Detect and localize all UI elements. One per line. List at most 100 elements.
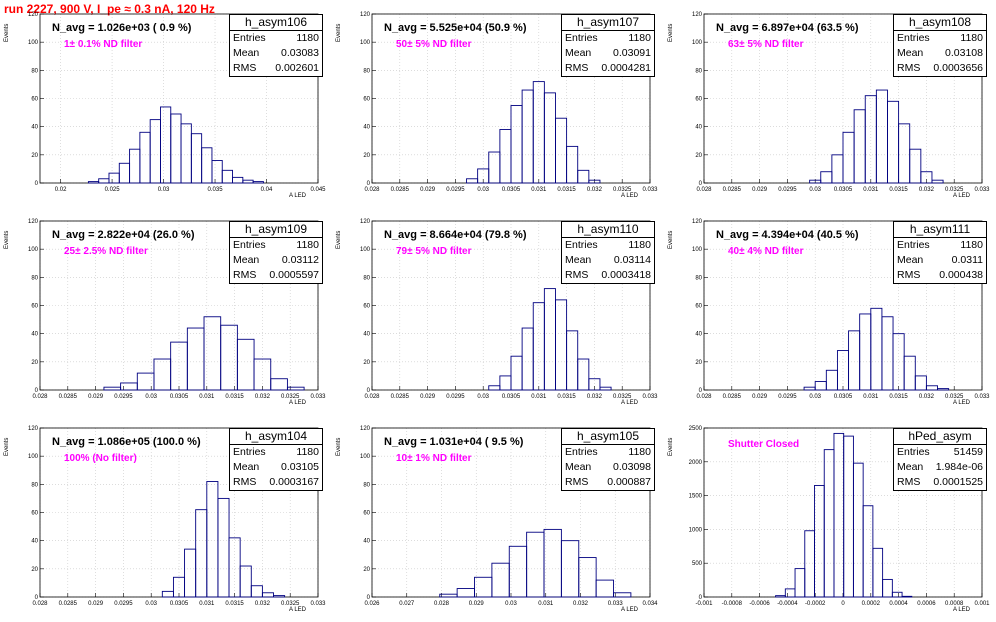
stats-label-rms: RMS bbox=[565, 269, 589, 281]
x-tick-label: 0.0295 bbox=[446, 187, 465, 193]
histogram-bar bbox=[160, 106, 172, 184]
histogram-bar bbox=[823, 449, 835, 598]
histogram-bar bbox=[532, 302, 545, 391]
y-tick-label: 20 bbox=[695, 153, 702, 159]
histogram-bar bbox=[201, 147, 213, 184]
x-axis-label: A LED bbox=[620, 193, 638, 199]
stats-row-mean: Mean 0.03112 bbox=[230, 253, 322, 268]
y-tick-label: 20 bbox=[31, 153, 38, 159]
histogram-bar bbox=[814, 381, 827, 391]
y-tick-label: 120 bbox=[28, 219, 39, 225]
x-tick-label: 0.033 bbox=[642, 187, 658, 193]
stats-label-rms: RMS bbox=[233, 476, 257, 488]
stats-label-mean: Mean bbox=[565, 461, 592, 473]
stats-row-rms: RMS 0.0005597 bbox=[230, 268, 322, 283]
y-tick-label: 40 bbox=[363, 125, 370, 131]
stats-row-entries: Entries 1180 bbox=[562, 238, 654, 253]
histogram-bar bbox=[881, 316, 894, 391]
stats-value-mean: 0.03114 bbox=[613, 254, 651, 266]
histogram-bar bbox=[820, 171, 833, 184]
histogram-bar bbox=[566, 330, 579, 391]
y-tick-label: 40 bbox=[695, 125, 702, 131]
histogram-name: h_asym110 bbox=[562, 222, 654, 238]
run-title: run 2227, 900 V, I_pe ≈ 0.3 nA, 120 Hz bbox=[4, 2, 215, 16]
stats-label-mean: Mean bbox=[233, 254, 260, 266]
n-avg-label: N_avg = 6.897e+04 (63.5 %) bbox=[716, 22, 859, 34]
y-tick-label: 60 bbox=[31, 97, 38, 103]
x-tick-label: 0.0325 bbox=[945, 187, 964, 193]
stats-row-mean: Mean 0.03091 bbox=[562, 46, 654, 61]
y-tick-label: 40 bbox=[363, 539, 370, 545]
stats-value-rms: 0.0004281 bbox=[601, 62, 651, 74]
y-tick-label: 0 bbox=[367, 388, 371, 394]
y-tick-label: 60 bbox=[363, 304, 370, 310]
x-tick-label: 0.027 bbox=[399, 601, 415, 607]
x-tick-label: 0.02 bbox=[55, 187, 67, 193]
stats-row-entries: Entries 1180 bbox=[230, 445, 322, 460]
histogram-bar bbox=[925, 385, 938, 391]
x-axis-label: A LED bbox=[620, 607, 638, 613]
x-tick-label: 0.028 bbox=[696, 187, 712, 193]
y-tick-label: 20 bbox=[31, 567, 38, 573]
x-axis-label: A LED bbox=[288, 607, 306, 613]
n-avg-label: N_avg = 4.394e+04 (40.5 %) bbox=[716, 229, 859, 241]
stats-label-entries: Entries bbox=[565, 446, 598, 458]
stats-label-mean: Mean bbox=[897, 254, 924, 266]
x-tick-label: 0.0295 bbox=[446, 394, 465, 400]
x-tick-label: 0.029 bbox=[420, 394, 436, 400]
histogram-bar bbox=[521, 89, 534, 184]
histogram-bar bbox=[499, 375, 512, 391]
histogram-bar bbox=[599, 386, 612, 391]
stats-label-mean: Mean bbox=[565, 254, 592, 266]
stats-box: h_asym105 Entries 1180 Mean 0.03098 RMS 0.0008… bbox=[561, 428, 655, 491]
x-tick-label: 0.029 bbox=[420, 187, 436, 193]
histogram-bar bbox=[232, 176, 244, 184]
histogram-bar bbox=[825, 369, 838, 391]
x-tick-label: 0.033 bbox=[642, 394, 658, 400]
y-tick-label: 120 bbox=[692, 12, 703, 18]
x-tick-label: -0.0006 bbox=[749, 601, 770, 607]
stats-row-entries: Entries 1180 bbox=[562, 31, 654, 46]
stats-box: h_asym109 Entries 1180 Mean 0.03112 RMS 0.0005… bbox=[229, 221, 323, 284]
x-tick-label: 0.033 bbox=[310, 394, 326, 400]
x-tick-label: -0.0004 bbox=[777, 601, 798, 607]
filter-label: 100% (No filter) bbox=[64, 453, 137, 464]
y-axis-label: Events bbox=[668, 437, 674, 456]
y-axis-label: Events bbox=[336, 230, 342, 249]
histogram-name: hPed_asym bbox=[894, 429, 986, 445]
y-tick-label: 2500 bbox=[689, 426, 703, 432]
x-tick-label: 0.034 bbox=[642, 601, 658, 607]
y-tick-label: 2000 bbox=[689, 460, 703, 466]
stats-label-entries: Entries bbox=[233, 32, 266, 44]
x-tick-label: 0.028 bbox=[434, 601, 450, 607]
x-tick-label: 0.0004 bbox=[889, 601, 908, 607]
stats-value-entries: 1180 bbox=[960, 32, 983, 44]
n-avg-label: N_avg = 1.031e+04 ( 9.5 %) bbox=[384, 436, 524, 448]
y-tick-label: 1500 bbox=[689, 494, 703, 500]
stats-value-rms: 0.002601 bbox=[275, 62, 319, 74]
histogram-bar bbox=[831, 154, 844, 184]
y-tick-label: 100 bbox=[360, 454, 371, 460]
x-axis-label: A LED bbox=[288, 193, 306, 199]
y-tick-label: 80 bbox=[363, 275, 370, 281]
histogram-bar bbox=[914, 375, 927, 391]
histogram-bar bbox=[270, 378, 288, 391]
histogram-panel-h_asym108: 0.028 0.0285 0.029 0.0295 0.03 0.0305 0.031 0.0… bbox=[664, 0, 996, 207]
histogram-bar bbox=[161, 590, 174, 598]
x-tick-label: 0.045 bbox=[310, 187, 326, 193]
histogram-bar bbox=[510, 105, 523, 184]
y-tick-label: 100 bbox=[28, 454, 39, 460]
y-tick-label: 100 bbox=[360, 247, 371, 253]
y-tick-label: 20 bbox=[363, 360, 370, 366]
y-tick-label: 20 bbox=[363, 567, 370, 573]
stats-value-mean: 0.03091 bbox=[613, 47, 651, 59]
histogram-bar bbox=[108, 172, 120, 184]
histogram-bar bbox=[543, 288, 556, 391]
filter-label: 63± 5% ND filter bbox=[728, 39, 804, 50]
x-tick-label: 0.032 bbox=[255, 394, 271, 400]
y-tick-label: 80 bbox=[363, 482, 370, 488]
stats-row-entries: Entries 1180 bbox=[894, 31, 986, 46]
stats-row-mean: Mean 0.03114 bbox=[562, 253, 654, 268]
stats-value-rms: 0.0003656 bbox=[933, 62, 983, 74]
stats-row-mean: Mean 0.0311 bbox=[894, 253, 986, 268]
